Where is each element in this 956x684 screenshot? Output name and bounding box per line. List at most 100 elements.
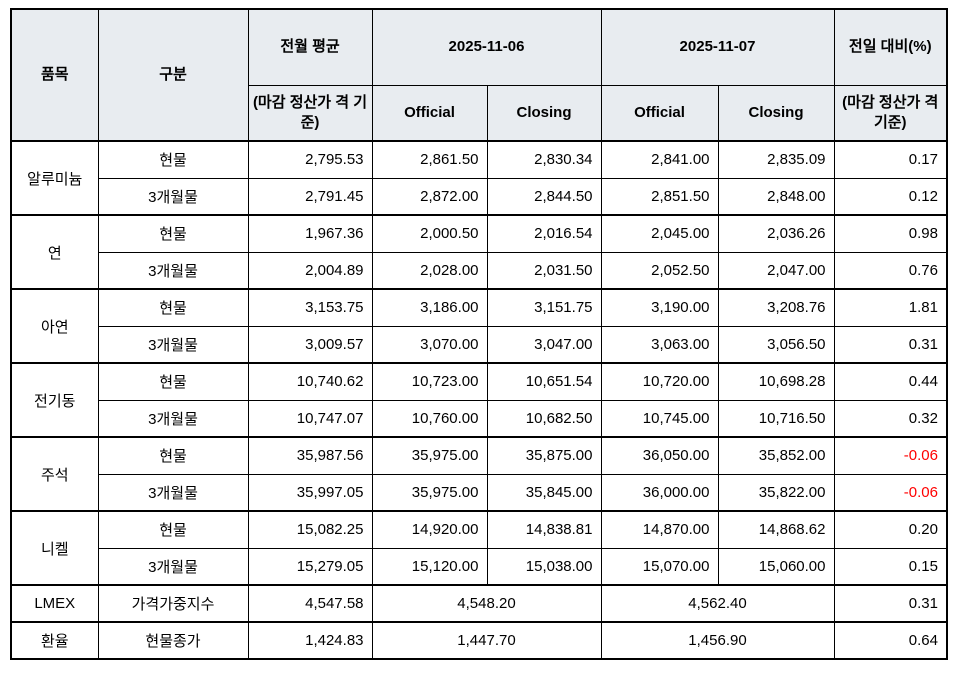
d2-closing-cell: 10,716.50 — [717, 399, 835, 438]
d1-closing-cell: 35,875.00 — [486, 436, 602, 475]
d2-closing-cell: 3,208.76 — [717, 288, 835, 327]
category-cell: 3개월물 — [97, 177, 249, 216]
d2-closing-cell: 2,835.09 — [717, 140, 835, 179]
category-cell: 현물 — [97, 214, 249, 253]
metal-price-table: 품목 구분 전월 평균 2025-11-06 2025-11-07 전일 대비(… — [10, 8, 948, 660]
change-cell: -0.06 — [833, 473, 948, 512]
change-cell: 0.31 — [833, 584, 948, 623]
d2-official-cell: 2,045.00 — [600, 214, 719, 253]
d2-closing-cell: 35,822.00 — [717, 473, 835, 512]
change-cell: 0.20 — [833, 510, 948, 549]
d2-closing-cell: 2,848.00 — [717, 177, 835, 216]
prev-avg-cell: 1,967.36 — [247, 214, 373, 253]
d2-official-cell: 2,841.00 — [600, 140, 719, 179]
item-cell: 니켈 — [10, 510, 99, 586]
table-row: 환율 현물종가 1,424.83 1,447.70 1,456.90 0.64 — [10, 621, 948, 660]
prev-avg-cell: 4,547.58 — [247, 584, 373, 623]
d1-closing-cell: 2,844.50 — [486, 177, 602, 216]
d2-closing-cell: 15,060.00 — [717, 547, 835, 586]
header-date1-official: Official — [371, 84, 488, 142]
table-row: 전기동 현물 10,740.62 10,723.00 10,651.54 10,… — [10, 362, 948, 438]
prev-avg-cell: 15,279.05 — [247, 547, 373, 586]
d1-official-cell: 3,070.00 — [371, 325, 488, 364]
header-item: 품목 — [10, 8, 99, 142]
d1-closing-cell: 35,845.00 — [486, 473, 602, 512]
d1-official-cell: 14,920.00 — [371, 510, 488, 549]
prev-avg-cell: 3,009.57 — [247, 325, 373, 364]
item-cell: 아연 — [10, 288, 99, 364]
d2-closing-cell: 10,698.28 — [717, 362, 835, 401]
d2-closing-cell: 3,056.50 — [717, 325, 835, 364]
header-prev-avg-sub: (마감 정산가 격 기준) — [247, 84, 373, 142]
category-cell: 3개월물 — [97, 473, 249, 512]
d1-closing-cell: 3,047.00 — [486, 325, 602, 364]
d2-official-cell: 2,052.50 — [600, 251, 719, 290]
date2-merged-cell: 4,562.40 — [600, 584, 835, 623]
d1-official-cell: 35,975.00 — [371, 473, 488, 512]
change-cell: 0.44 — [833, 362, 948, 401]
prev-avg-cell: 2,795.53 — [247, 140, 373, 179]
metal-price-table-wrap: 품목 구분 전월 평균 2025-11-06 2025-11-07 전일 대비(… — [10, 8, 948, 660]
d2-official-cell: 15,070.00 — [600, 547, 719, 586]
d1-official-cell: 15,120.00 — [371, 547, 488, 586]
d2-closing-cell: 35,852.00 — [717, 436, 835, 475]
table-row: 3개월물 3,009.57 3,070.00 3,047.00 3,063.00… — [11, 325, 948, 364]
d1-official-cell: 2,861.50 — [371, 140, 488, 179]
change-cell: -0.06 — [833, 436, 948, 475]
category-cell: 현물 — [97, 362, 249, 401]
category-cell: 3개월물 — [97, 251, 249, 290]
change-cell: 0.15 — [833, 547, 948, 586]
d1-closing-cell: 10,682.50 — [486, 399, 602, 438]
prev-avg-cell: 2,791.45 — [247, 177, 373, 216]
d2-official-cell: 3,063.00 — [600, 325, 719, 364]
d1-official-cell: 10,760.00 — [371, 399, 488, 438]
d2-closing-cell: 14,868.62 — [717, 510, 835, 549]
table-row: 연 현물 1,967.36 2,000.50 2,016.54 2,045.00… — [10, 214, 948, 290]
d1-official-cell: 2,000.50 — [371, 214, 488, 253]
change-cell: 1.81 — [833, 288, 948, 327]
item-cell: 전기동 — [10, 362, 99, 438]
date1-merged-cell: 4,548.20 — [371, 584, 602, 623]
d2-official-cell: 36,000.00 — [600, 473, 719, 512]
d2-official-cell: 10,720.00 — [600, 362, 719, 401]
change-cell: 0.64 — [833, 621, 948, 660]
category-cell: 현물 — [97, 140, 249, 179]
header-change-title: 전일 대비(%) — [833, 8, 948, 86]
d1-closing-cell: 2,016.54 — [486, 214, 602, 253]
d2-official-cell: 10,745.00 — [600, 399, 719, 438]
change-cell: 0.98 — [833, 214, 948, 253]
d1-official-cell: 3,186.00 — [371, 288, 488, 327]
header-prev-avg-title: 전월 평균 — [247, 8, 373, 86]
prev-avg-cell: 35,987.56 — [247, 436, 373, 475]
category-cell: 3개월물 — [97, 325, 249, 364]
date1-merged-cell: 1,447.70 — [371, 621, 602, 660]
change-cell: 0.17 — [833, 140, 948, 179]
header-date1-closing: Closing — [486, 84, 602, 142]
prev-avg-cell: 3,153.75 — [247, 288, 373, 327]
d1-official-cell: 35,975.00 — [371, 436, 488, 475]
date2-merged-cell: 1,456.90 — [600, 621, 835, 660]
table-row: 3개월물 2,791.45 2,872.00 2,844.50 2,851.50… — [11, 177, 948, 216]
category-cell: 가격가중지수 — [97, 584, 249, 623]
prev-avg-cell: 15,082.25 — [247, 510, 373, 549]
category-cell: 현물종가 — [97, 621, 249, 660]
d1-closing-cell: 2,830.34 — [486, 140, 602, 179]
d1-official-cell: 2,028.00 — [371, 251, 488, 290]
d2-official-cell: 14,870.00 — [600, 510, 719, 549]
header-date1: 2025-11-06 — [371, 8, 602, 86]
item-cell: 환율 — [10, 621, 99, 660]
d2-closing-cell: 2,036.26 — [717, 214, 835, 253]
table-row: 3개월물 15,279.05 15,120.00 15,038.00 15,07… — [11, 547, 948, 586]
table-row: 3개월물 2,004.89 2,028.00 2,031.50 2,052.50… — [11, 251, 948, 290]
category-cell: 현물 — [97, 288, 249, 327]
d1-closing-cell: 10,651.54 — [486, 362, 602, 401]
prev-avg-cell: 2,004.89 — [247, 251, 373, 290]
item-cell: LMEX — [10, 584, 99, 623]
header-change-sub: (마감 정산가 격 기준) — [833, 84, 948, 142]
d2-official-cell: 2,851.50 — [600, 177, 719, 216]
change-cell: 0.31 — [833, 325, 948, 364]
table-row: 3개월물 10,747.07 10,760.00 10,682.50 10,74… — [11, 399, 948, 438]
d2-closing-cell: 2,047.00 — [717, 251, 835, 290]
prev-avg-cell: 1,424.83 — [247, 621, 373, 660]
d1-closing-cell: 2,031.50 — [486, 251, 602, 290]
